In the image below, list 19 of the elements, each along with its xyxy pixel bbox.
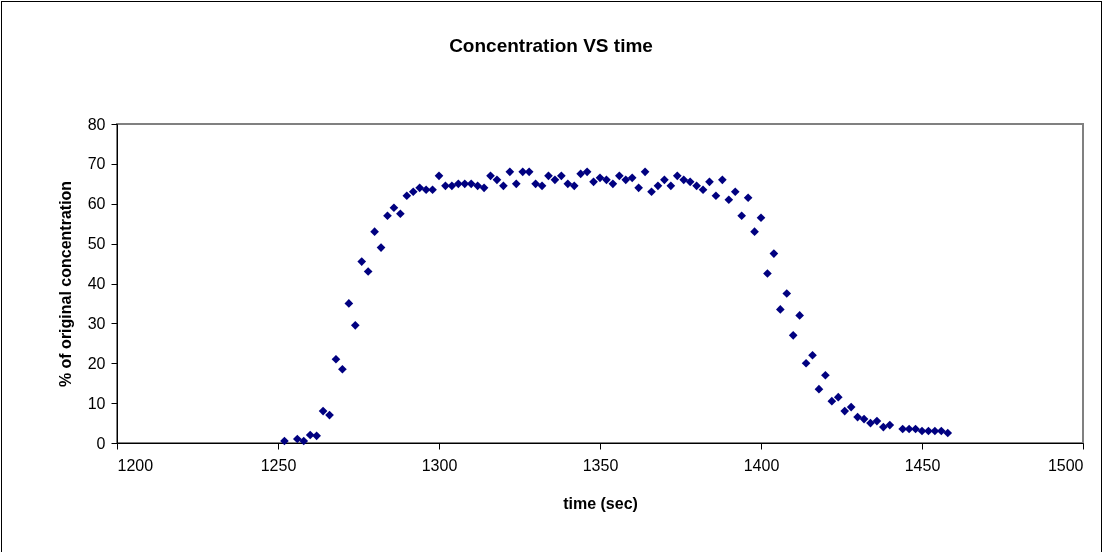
x-tick-label: 1500: [1047, 456, 1084, 474]
y-axis-title: % of original concentration: [56, 180, 74, 388]
y-tick-label: 60: [87, 195, 106, 213]
x-tick-label: 1250: [260, 456, 297, 474]
x-tick-label: 1400: [743, 456, 780, 474]
x-axis-title: time (sec): [563, 494, 638, 512]
x-tick-label: 1450: [904, 456, 941, 474]
y-tick-label: 30: [87, 314, 106, 332]
chart-title: Concentration VS time: [449, 35, 653, 56]
y-tick-label: 10: [87, 394, 106, 412]
y-tick-label: 50: [87, 235, 106, 253]
y-tick-label: 40: [87, 275, 106, 292]
y-tick-label: 70: [87, 155, 106, 173]
x-tick-label: 1300: [421, 456, 458, 474]
y-tick-label: 20: [87, 354, 106, 372]
x-tick-label: 1350: [582, 456, 619, 474]
x-tick-label: 1200: [117, 456, 154, 474]
y-tick-label: 80: [87, 115, 106, 133]
y-tick-label: 0: [96, 434, 106, 452]
